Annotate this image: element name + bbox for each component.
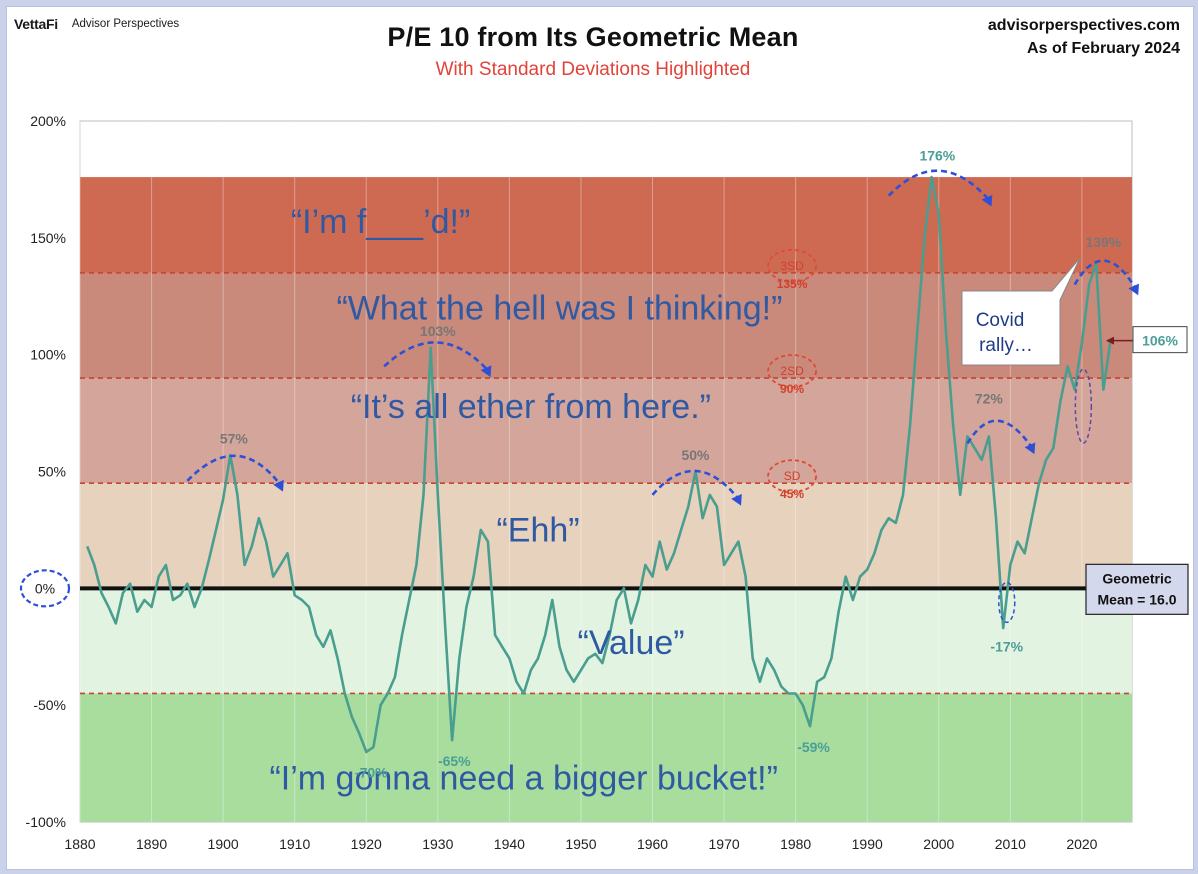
- geometric-mean-line1: Geometric: [1102, 570, 1171, 586]
- x-tick-label: 1940: [494, 836, 525, 852]
- x-tick-label: 1890: [136, 836, 167, 852]
- sd-marker-name-0: 3SD: [780, 259, 804, 273]
- zone-quote-1: “What the hell was I thinking!”: [336, 290, 782, 328]
- y-tick-label: 150%: [30, 230, 66, 246]
- peak-label-2: 50%: [681, 447, 710, 463]
- pe10-series-line: [85, 175, 1112, 754]
- latest-value-box: [1132, 326, 1188, 354]
- sd-marker-circle-2: [767, 459, 817, 494]
- y-tick-label: 200%: [30, 113, 66, 129]
- zero-label: 0%: [35, 580, 55, 596]
- covid-callout-box: [961, 257, 1081, 366]
- trend-arrowhead-3: [981, 194, 993, 207]
- peak-label-9: -59%: [797, 739, 830, 755]
- trend-arrowhead-5: [1128, 283, 1140, 296]
- trend-arrowhead-0: [273, 479, 284, 492]
- y-tick-label: -100%: [26, 814, 66, 830]
- site-url: advisorperspectives.com: [987, 17, 1180, 34]
- trend-arc-0: [186, 454, 282, 486]
- sd-marker-value-2: 45%: [780, 487, 804, 501]
- trend-arrowhead-4: [1024, 442, 1036, 455]
- chart-subtitle: With Standard Deviations Highlighted: [435, 59, 751, 80]
- zone-band-1: [80, 272, 1132, 379]
- sd-marker-value-0: 135%: [777, 277, 808, 291]
- trend-arc-1: [383, 341, 489, 372]
- x-tick-label: 1930: [422, 836, 453, 852]
- peak-label-1: 103%: [420, 323, 456, 339]
- trough-2009-circle: [998, 581, 1016, 624]
- trend-arrowhead-2: [731, 493, 742, 506]
- trend-arrowhead-1: [480, 365, 492, 378]
- x-tick-label: 1990: [852, 836, 883, 852]
- latest-value-label: 106%: [1142, 333, 1178, 349]
- peak-label-8: -65%: [438, 753, 471, 769]
- y-tick-label: 50%: [38, 464, 66, 480]
- zone-quote-3: “Ehh”: [496, 512, 579, 550]
- zone-band-5: [80, 693, 1132, 822]
- trend-arc-5: [1073, 259, 1137, 290]
- sd-marker-circle-0: [767, 248, 817, 283]
- peak-label-6: -17%: [990, 638, 1023, 654]
- covid-callout-line2: rally…: [979, 335, 1033, 356]
- zone-band-4: [80, 588, 1132, 694]
- peak-label-7: -70%: [355, 765, 388, 781]
- site-block: advisorperspectives.com As of February 2…: [988, 14, 1180, 60]
- vettafi-logo: VettaFi: [14, 16, 58, 32]
- x-tick-label: 1910: [279, 836, 310, 852]
- as-of-date: As of February 2024: [1027, 40, 1180, 57]
- y-tick-label: -50%: [33, 697, 66, 713]
- zone-quote-0: “I’m f___’d!”: [291, 203, 471, 241]
- geometric-mean-box: [1085, 563, 1189, 615]
- sd-marker-name-1: 2SD: [780, 364, 804, 378]
- peak-label-0: 57%: [220, 430, 249, 446]
- x-tick-label: 2020: [1066, 836, 1097, 852]
- brand: VettaFi Advisor Perspectives: [14, 16, 179, 32]
- zone-quote-2: “It’s all ether from here.”: [351, 388, 711, 426]
- latest-arrowhead: [1106, 336, 1114, 345]
- x-tick-label: 1970: [709, 836, 740, 852]
- y-tick-label: 100%: [30, 347, 66, 363]
- x-tick-label: 2000: [923, 836, 954, 852]
- sd-marker-value-1: 90%: [780, 382, 804, 396]
- x-tick-label: 1920: [351, 836, 382, 852]
- x-tick-label: 2010: [995, 836, 1026, 852]
- sd-marker-name-2: SD: [784, 469, 801, 483]
- covid-drop-circle: [1074, 368, 1093, 444]
- sd-marker-circle-1: [767, 354, 817, 388]
- x-tick-label: 1880: [64, 836, 95, 852]
- x-tick-label: 1960: [637, 836, 668, 852]
- x-tick-label: 1900: [208, 836, 239, 852]
- x-tick-label: 1980: [780, 836, 811, 852]
- zone-quote-5: “I’m gonna need a bigger bucket!”: [269, 759, 777, 797]
- trend-arc-4: [966, 419, 1033, 449]
- trend-arc-3: [887, 169, 990, 201]
- covid-callout-line1: Covid: [976, 310, 1025, 331]
- trend-arc-2: [651, 469, 740, 500]
- chart-title: P/E 10 from Its Geometric Mean: [387, 22, 799, 52]
- zero-circle: [19, 569, 71, 608]
- peak-label-4: 72%: [975, 391, 1004, 407]
- x-tick-label: 1950: [565, 836, 596, 852]
- zone-band-0: [80, 177, 1132, 273]
- title-block: P/E 10 from Its Geometric Mean With Stan…: [0, 22, 1186, 81]
- peak-label-3: 176%: [919, 148, 955, 164]
- peak-label-5: 139%: [1085, 234, 1121, 250]
- zone-quote-4: “Value”: [578, 624, 685, 662]
- brand-name: Advisor Perspectives: [71, 18, 180, 30]
- geometric-mean-line2: Mean = 16.0: [1098, 591, 1177, 607]
